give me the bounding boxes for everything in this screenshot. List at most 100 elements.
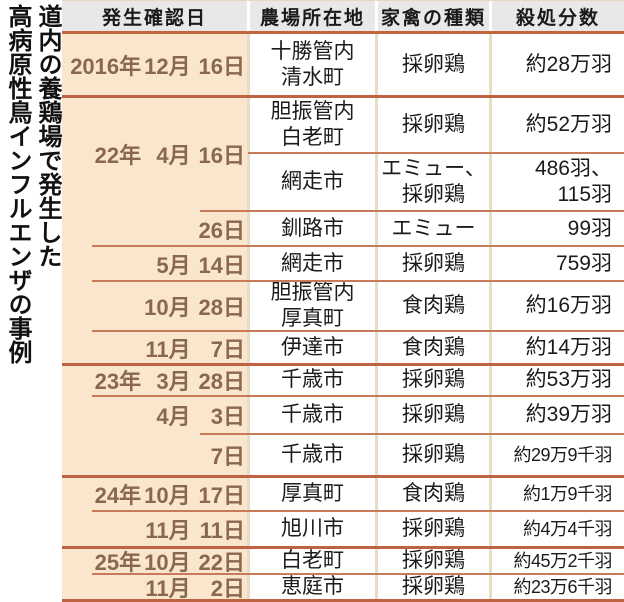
cell-farm-location: 白老町 [250,547,375,574]
cell-culled-count: 約16万羽 [492,281,624,331]
date-text: 24年 10月 17日 [62,478,247,510]
cell-poultry-type: 採卵鶏 [378,547,489,574]
date-text: 25年 10月 22日 [62,545,247,577]
cell-text-line: 約45万2千羽 [513,550,612,571]
date-month: 11月 [145,518,191,543]
cell-poultry-type: 採卵鶏 [378,511,489,547]
cell-poultry-type: 採卵鶏 [378,246,489,281]
date-text: 7日 [62,439,247,471]
column-header-farm-location: 農場所在地 [250,1,375,31]
row-separator [92,245,624,247]
cell-confirmation-date: 7日 [62,434,247,476]
cell-confirmation-date: 4月 3日 [62,396,247,434]
cell-farm-location: 千歳市 [250,434,375,476]
column-gap-stripe [375,34,378,600]
cell-confirmation-date: 11月 7日 [62,331,247,364]
cell-culled-count: 約29万9千羽 [492,434,624,476]
cell-text-line: 99羽 [567,216,612,240]
date-month: 4月 [156,404,191,429]
date-month: 4月 [156,142,191,168]
date-month: 12月 [144,54,191,79]
table-row: 4月 3日 千歳市 採卵鶏 約39万羽 [62,395,624,434]
cell-culled-count: 約4万4千羽 [492,511,624,547]
row-separator [92,280,624,282]
cell-farm-location: 十勝管内 清水町 [250,34,375,96]
date-text: 11月 2日 [62,571,247,602]
cell-farm-location: 旭川市 [250,511,375,547]
date-day: 3日 [210,404,245,429]
cell-text-line: 恵庭市 [281,574,344,598]
cell-text-line: 千歳市 [281,403,344,426]
column-header-confirmation-date: 発生確認日 [62,1,247,31]
date-text: 10月 28日 [62,290,247,322]
cell-text-line: 十勝管内 [270,40,355,63]
cell-culled-count: 486羽、 115羽 [492,153,624,211]
cell-farm-location: 千歳市 [250,396,375,434]
table-bottom-rule [62,599,624,602]
cell-text-line: 千歳市 [281,443,344,466]
cell-text-line: 採卵鶏 [402,183,465,206]
date-text: 4月 3日 [62,399,247,431]
cell-farm-location: 胆振管内 厚真町 [250,281,375,331]
cell-culled-count: 約28万羽 [492,34,624,96]
cell-text-line: 115羽 [557,183,612,206]
table-row: 11月 7日 伊達市 食肉鶏 約14万羽 [62,330,624,364]
cell-farm-location: 釧路市 [250,211,375,246]
row-separator [92,330,624,332]
table-row: 22年 4月 16日 胆振管内 白老町 採卵鶏 約52万羽 [62,95,624,168]
cell-farm-location: 網走市 [250,153,375,211]
date-year: 22年 [94,142,142,168]
date-month: 10月 [144,295,191,320]
row-separator [248,152,624,154]
table-row: 網走市 エミュー、 採卵鶏 486羽、 115羽 [62,152,624,211]
date-day: 26日 [198,217,245,243]
cell-text-line: 約28万羽 [525,53,612,76]
date-day: 28日 [198,369,245,394]
cell-poultry-type: エミュー、 採卵鶏 [378,153,489,211]
cell-confirmation-date: 5月 14日 [62,246,247,281]
row-separator [62,95,624,98]
cell-culled-count: 759羽 [492,246,624,281]
row-separator [62,546,624,549]
chart-title-line-1: 道内の養鶏場で発生した [34,4,61,268]
table-row: 2016年 12月 16日 十勝管内 清水町 採卵鶏 約28万羽 [62,34,624,96]
cell-text-line: 約1万9千羽 [522,483,613,504]
date-day: 16日 [198,54,245,79]
cell-text-line: 胆振管内 [270,99,355,123]
table-row: 5月 14日 網走市 採卵鶏 759羽 [62,245,624,281]
cell-poultry-type: 食肉鶏 [378,331,489,364]
cell-culled-count: 約52万羽 [492,96,624,153]
cell-text-line: 約52万羽 [525,112,612,136]
row-separator [200,210,624,212]
date-day: 17日 [198,482,245,508]
cell-culled-count: 99羽 [492,211,624,246]
cell-text-line: 採卵鶏 [402,574,465,598]
column-gap-stripe [247,34,250,600]
cell-text-line: 採卵鶏 [402,443,465,466]
cell-poultry-type: 採卵鶏 [378,574,489,599]
cell-confirmation-date [62,153,247,211]
date-month: 11月 [145,575,191,601]
cell-text-line: 食肉鶏 [402,481,465,505]
date-day: 11日 [199,518,245,543]
chart-title: 道内の養鶏場で発生した 高病原性鳥インフルエンザの事例 [0,4,62,598]
cell-text-line: 食肉鶏 [402,294,465,317]
date-day: 16日 [198,142,245,168]
cell-text-line: エミュー、 [381,157,486,180]
chart-title-line-2: 高病原性鳥インフルエンザの事例 [4,4,31,364]
cell-text-line: 約4万4千羽 [522,519,613,539]
date-text: 23年 3月 28日 [62,364,247,396]
cell-poultry-type: 食肉鶏 [378,281,489,331]
cell-culled-count: 約23万6千羽 [492,574,624,599]
date-year: 2016年 [70,54,142,79]
cell-text-line: 採卵鶏 [402,251,465,275]
cell-text-line: エミュー [391,216,476,240]
cell-poultry-type: 採卵鶏 [378,434,489,476]
cell-poultry-type: 採卵鶏 [378,396,489,434]
cell-text-line: 759羽 [555,251,612,275]
cell-farm-location: 厚真町 [250,476,375,511]
date-month: 10月 [144,482,191,508]
cell-text-line: 採卵鶏 [402,548,465,572]
cell-text-line: 網走市 [281,170,344,193]
column-gap-stripe [489,34,492,600]
